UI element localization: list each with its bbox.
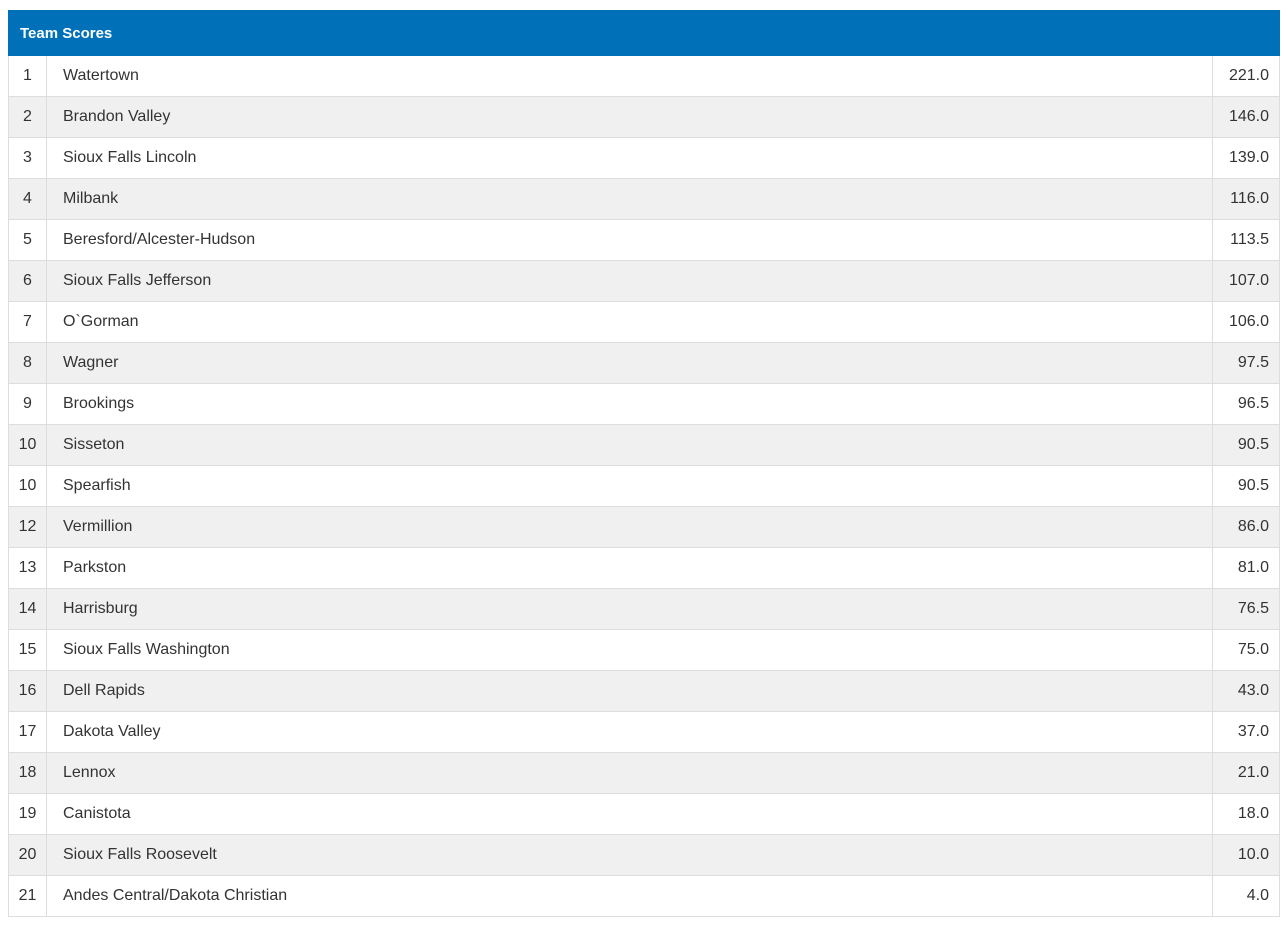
team-cell: Vermillion [46, 506, 1213, 548]
team-cell: Milbank [46, 178, 1213, 220]
table-row: 19 Canistota 18.0 [8, 793, 1281, 835]
rank-cell: 9 [8, 383, 47, 425]
rank-cell: 15 [8, 629, 47, 671]
score-cell: 107.0 [1211, 260, 1281, 302]
table-row: 4 Milbank 116.0 [8, 178, 1281, 220]
team-cell: Harrisburg [46, 588, 1213, 630]
rank-cell: 19 [8, 793, 47, 835]
table-row: 9 Brookings 96.5 [8, 383, 1281, 425]
table-row: 10 Sisseton 90.5 [8, 424, 1281, 466]
rank-cell: 16 [8, 670, 47, 712]
table-row: 6 Sioux Falls Jefferson 107.0 [8, 260, 1281, 302]
team-cell: Andes Central/Dakota Christian [46, 875, 1213, 917]
team-cell: Brookings [46, 383, 1213, 425]
team-cell: Wagner [46, 342, 1213, 384]
score-cell: 37.0 [1211, 711, 1281, 753]
team-cell: Beresford/Alcester-Hudson [46, 219, 1213, 261]
team-cell: Brandon Valley [46, 96, 1213, 138]
table-row: 16 Dell Rapids 43.0 [8, 670, 1281, 712]
score-cell: 76.5 [1211, 588, 1281, 630]
table-header-row: Team Scores [8, 10, 1280, 56]
rank-cell: 21 [8, 875, 47, 917]
rank-cell: 3 [8, 137, 47, 179]
score-cell: 146.0 [1211, 96, 1281, 138]
table-title: Team Scores [8, 10, 1280, 56]
score-cell: 4.0 [1211, 875, 1281, 917]
rank-cell: 12 [8, 506, 47, 548]
team-cell: Sioux Falls Lincoln [46, 137, 1213, 179]
table-row: 12 Vermillion 86.0 [8, 506, 1281, 548]
score-cell: 18.0 [1211, 793, 1281, 835]
rank-cell: 7 [8, 301, 47, 343]
team-cell: Lennox [46, 752, 1213, 794]
score-cell: 86.0 [1211, 506, 1281, 548]
rank-cell: 20 [8, 834, 47, 876]
team-scores-table: Team Scores 1 Watertown 221.0 2 Brandon … [8, 10, 1281, 917]
rank-cell: 10 [8, 424, 47, 466]
score-cell: 43.0 [1211, 670, 1281, 712]
rank-cell: 18 [8, 752, 47, 794]
team-cell: Canistota [46, 793, 1213, 835]
table-row: 14 Harrisburg 76.5 [8, 588, 1281, 630]
score-cell: 221.0 [1211, 55, 1281, 97]
table-row: 8 Wagner 97.5 [8, 342, 1281, 384]
rank-cell: 13 [8, 547, 47, 589]
rank-cell: 17 [8, 711, 47, 753]
team-cell: Dell Rapids [46, 670, 1213, 712]
team-cell: Sioux Falls Roosevelt [46, 834, 1213, 876]
table-row: 3 Sioux Falls Lincoln 139.0 [8, 137, 1281, 179]
score-cell: 90.5 [1211, 465, 1281, 507]
team-cell: Sioux Falls Washington [46, 629, 1213, 671]
team-cell: Watertown [46, 55, 1213, 97]
team-cell: Parkston [46, 547, 1213, 589]
table-row: 2 Brandon Valley 146.0 [8, 96, 1281, 138]
rank-cell: 8 [8, 342, 47, 384]
table-row: 18 Lennox 21.0 [8, 752, 1281, 794]
score-cell: 106.0 [1211, 301, 1281, 343]
table-row: 1 Watertown 221.0 [8, 55, 1281, 97]
table-row: 7 O`Gorman 106.0 [8, 301, 1281, 343]
score-cell: 90.5 [1211, 424, 1281, 466]
table-row: 17 Dakota Valley 37.0 [8, 711, 1281, 753]
score-cell: 113.5 [1211, 219, 1281, 261]
team-cell: Sisseton [46, 424, 1213, 466]
rank-cell: 14 [8, 588, 47, 630]
rank-cell: 4 [8, 178, 47, 220]
table-row: 13 Parkston 81.0 [8, 547, 1281, 589]
team-cell: Sioux Falls Jefferson [46, 260, 1213, 302]
rank-cell: 6 [8, 260, 47, 302]
table-body: 1 Watertown 221.0 2 Brandon Valley 146.0… [8, 55, 1281, 917]
score-cell: 10.0 [1211, 834, 1281, 876]
table-row: 5 Beresford/Alcester-Hudson 113.5 [8, 219, 1281, 261]
table-row: 20 Sioux Falls Roosevelt 10.0 [8, 834, 1281, 876]
score-cell: 97.5 [1211, 342, 1281, 384]
score-cell: 81.0 [1211, 547, 1281, 589]
score-cell: 21.0 [1211, 752, 1281, 794]
score-cell: 139.0 [1211, 137, 1281, 179]
rank-cell: 10 [8, 465, 47, 507]
score-cell: 75.0 [1211, 629, 1281, 671]
score-cell: 96.5 [1211, 383, 1281, 425]
rank-cell: 1 [8, 55, 47, 97]
table-row: 10 Spearfish 90.5 [8, 465, 1281, 507]
score-cell: 116.0 [1211, 178, 1281, 220]
table-row: 15 Sioux Falls Washington 75.0 [8, 629, 1281, 671]
table-row: 21 Andes Central/Dakota Christian 4.0 [8, 875, 1281, 917]
team-cell: Spearfish [46, 465, 1213, 507]
rank-cell: 5 [8, 219, 47, 261]
rank-cell: 2 [8, 96, 47, 138]
team-cell: Dakota Valley [46, 711, 1213, 753]
team-cell: O`Gorman [46, 301, 1213, 343]
